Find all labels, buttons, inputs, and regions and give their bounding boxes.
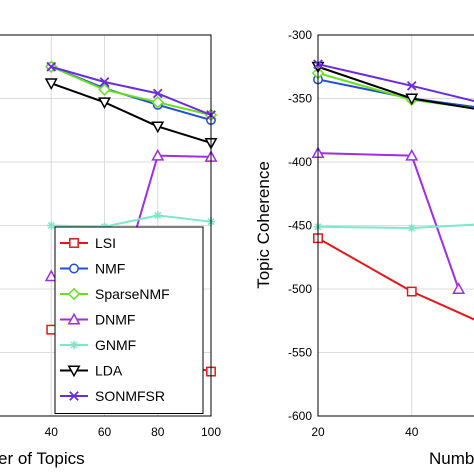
left-chart-panel: 40 60 80 100 er of Topics — [0, 34, 222, 468]
right-series-group — [311, 59, 474, 321]
legend-item-sonmfsr: SONMFSR — [60, 388, 165, 404]
right-chart-panel: 20 40 -300 -350 -400 -450 -500 -550 -600 Topic C… — [254, 28, 474, 468]
legend-marker-lsi — [69, 238, 79, 248]
right-y-tick-label: -600 — [288, 409, 312, 423]
left-marker-sonmfsr — [46, 61, 57, 72]
legend-marker-gnmf — [69, 340, 79, 350]
legend-item-gnmf: GNMF — [60, 337, 136, 353]
right-marker-gnmf — [407, 223, 416, 233]
legend-item-dnmf: DNMF — [60, 312, 135, 328]
left-marker-lda — [151, 121, 165, 134]
right-marker-dnmf — [405, 148, 419, 161]
left-x-tick-label: 80 — [151, 425, 165, 439]
left-plot-frame — [0, 34, 212, 417]
right-marker-sonmfsr — [406, 80, 417, 91]
right-x-axis-title: Numb — [429, 449, 474, 468]
legend-label: SONMFSR — [95, 388, 165, 404]
left-marker-sonmfsr — [152, 88, 163, 99]
left-marker-lda — [44, 78, 58, 91]
right-marker-dnmf — [452, 282, 466, 294]
right-y-tick-label: -400 — [288, 155, 312, 169]
left-series-sonmfsr — [46, 61, 216, 120]
legend: LSI NMF SparseNMF DNMF GNMF LDA SONMFSR — [54, 226, 204, 414]
legend-label: NMF — [95, 261, 125, 277]
right-tick-labels: 20 40 -300 -350 -400 -450 -500 -550 -600 — [288, 28, 419, 439]
left-x-tick-label: 40 — [45, 425, 59, 439]
left-marker-sparsenmf — [151, 96, 165, 109]
right-y-tick-label: -450 — [288, 219, 312, 233]
legend-label: GNMF — [95, 337, 136, 353]
left-x-tick-label: 60 — [98, 425, 112, 439]
right-marker-lsi — [406, 286, 417, 297]
legend-item-nmf: NMF — [60, 261, 125, 277]
right-y-tick-label: -550 — [288, 346, 312, 360]
left-tick-labels: 40 60 80 100 — [45, 425, 222, 439]
legend-label: DNMF — [95, 312, 135, 328]
left-marker-lsi — [46, 324, 57, 335]
legend-label: LDA — [95, 363, 123, 379]
right-y-tick-label: -500 — [288, 282, 312, 296]
left-line-lda — [50, 82, 212, 144]
left-x-tick-label: 100 — [201, 425, 221, 439]
left-marker-gnmf — [47, 221, 56, 230]
legend-item-lda: LDA — [60, 363, 123, 379]
right-y-tick-label: -300 — [288, 28, 312, 42]
right-x-tick-label: 20 — [311, 425, 325, 439]
right-plot-frame — [317, 34, 474, 417]
right-y-tick-label: -350 — [288, 92, 312, 106]
legend-marker-nmf — [69, 263, 79, 274]
left-marker-lda — [98, 97, 111, 110]
left-marker-dnmf — [151, 148, 165, 161]
legend-marker-sparsenmf — [67, 287, 81, 301]
legend-marker-lda — [67, 365, 81, 378]
right-marker-lda — [405, 93, 419, 106]
left-x-axis-title: er of Topics — [0, 449, 85, 468]
legend-marker-sonmfsr — [69, 391, 79, 401]
right-y-axis-title: Topic Coherence — [254, 161, 273, 289]
legend-item-lsi: LSI — [60, 235, 116, 251]
legend-marker-dnmf — [67, 312, 81, 325]
left-line-sonmfsr — [50, 65, 212, 116]
left-line-sparsenmf — [50, 65, 212, 116]
legend-label: LSI — [95, 235, 116, 251]
left-marker-sonmfsr — [99, 77, 110, 87]
legend-item-sparsenmf: SparseNMF — [60, 286, 170, 302]
legend-label: SparseNMF — [95, 286, 170, 302]
left-marker-gnmf — [153, 211, 162, 220]
left-line-gnmf — [51, 214, 212, 228]
right-x-tick-label: 40 — [405, 425, 419, 439]
left-marker-sparsenmf — [98, 83, 111, 96]
left-marker-dnmf — [44, 269, 58, 282]
